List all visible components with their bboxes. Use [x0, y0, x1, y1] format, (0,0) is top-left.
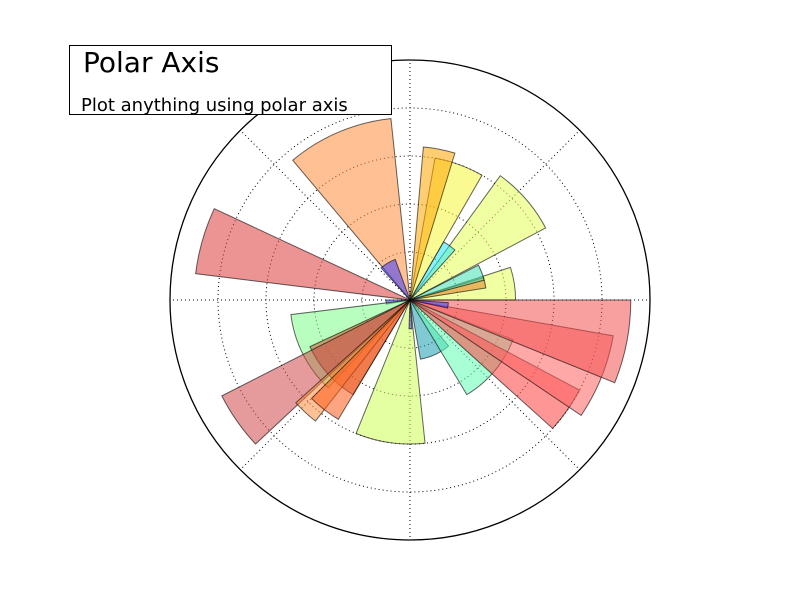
- title-box: Polar Axis Plot anything using polar axi…: [69, 45, 392, 116]
- polar-bar: [409, 264, 485, 301]
- polar-bar: [221, 299, 411, 445]
- polar-bar: [292, 118, 411, 302]
- polar-bar: [409, 299, 449, 309]
- polar-bar: [380, 258, 411, 301]
- polar-bar: [409, 299, 632, 384]
- chart-subtitle: Plot anything using polar axis: [81, 95, 348, 116]
- polar-bar: [195, 208, 411, 301]
- polar-bar: [310, 299, 411, 421]
- polar-bars: [195, 118, 632, 445]
- polar-bar: [409, 146, 456, 301]
- polar-frame: [169, 59, 651, 541]
- angular-gridline: [239, 129, 411, 301]
- polar-bar: [409, 175, 547, 301]
- polar-bar: [355, 299, 426, 445]
- chart-title: Polar Axis: [83, 46, 220, 79]
- polar-bar: [408, 299, 413, 330]
